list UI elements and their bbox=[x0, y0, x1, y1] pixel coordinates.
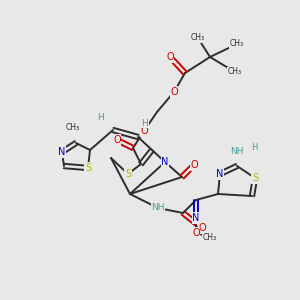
Text: CH₃: CH₃ bbox=[66, 124, 80, 133]
Text: NH: NH bbox=[151, 203, 165, 212]
Text: H: H bbox=[251, 143, 257, 152]
Text: S: S bbox=[125, 169, 131, 179]
Text: O: O bbox=[190, 160, 198, 170]
Text: H: H bbox=[97, 113, 104, 122]
Text: O: O bbox=[170, 87, 178, 97]
Text: CH₃: CH₃ bbox=[230, 40, 244, 49]
Text: CH₃: CH₃ bbox=[203, 232, 217, 242]
Text: N: N bbox=[58, 147, 66, 157]
Text: CH₃: CH₃ bbox=[191, 34, 205, 43]
Text: O: O bbox=[140, 126, 148, 136]
Text: O: O bbox=[192, 228, 200, 238]
Text: S: S bbox=[85, 163, 91, 173]
Text: H: H bbox=[142, 118, 148, 127]
Text: O: O bbox=[198, 223, 206, 233]
Text: S: S bbox=[252, 173, 258, 183]
Text: N: N bbox=[192, 213, 200, 223]
Text: O: O bbox=[166, 52, 174, 62]
Text: O: O bbox=[113, 135, 121, 145]
Text: NH: NH bbox=[230, 148, 244, 157]
Text: N: N bbox=[216, 169, 224, 179]
Text: N: N bbox=[161, 157, 169, 167]
Text: CH₃: CH₃ bbox=[228, 68, 242, 76]
